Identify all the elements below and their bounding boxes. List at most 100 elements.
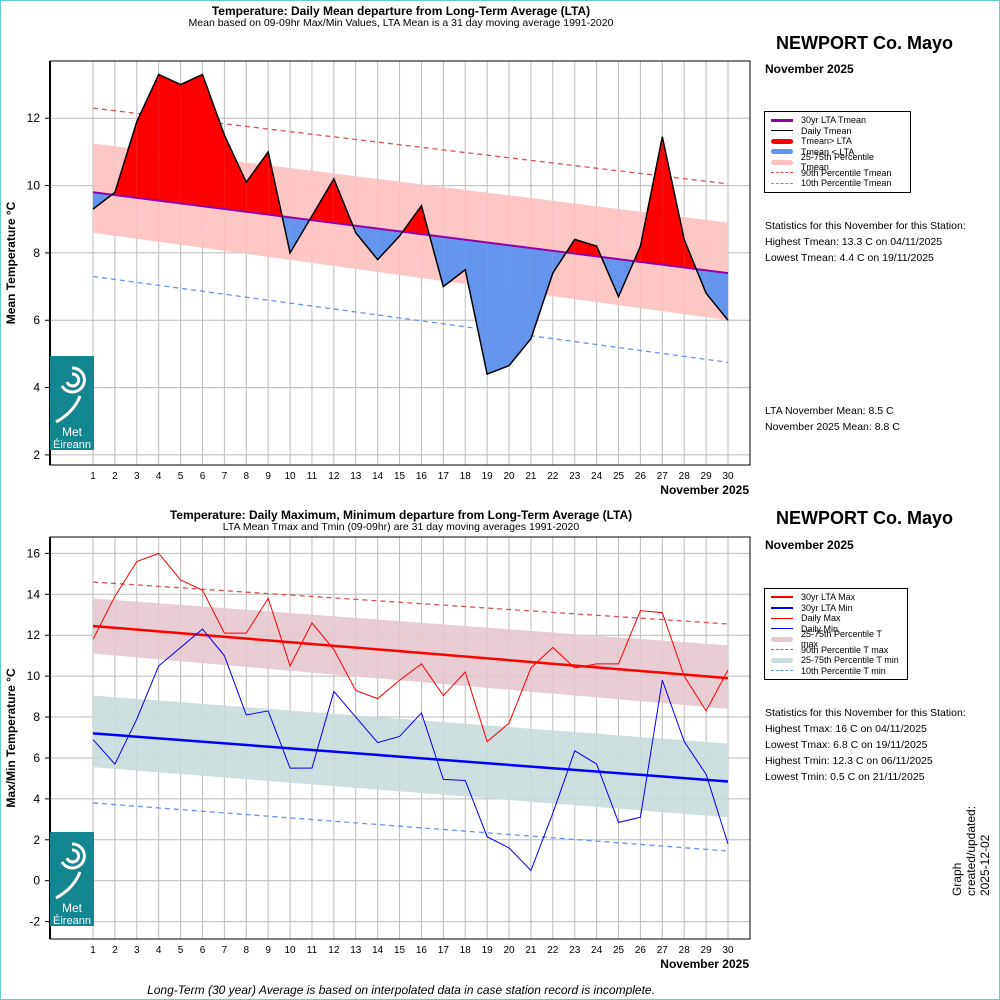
legend-item: Daily Tmean (771, 126, 904, 137)
below-lta-fill (377, 228, 400, 260)
below-lta-fill (443, 236, 466, 287)
bottom-month: November 2025 (765, 538, 854, 552)
met-eireann-logo: Met Éireann (50, 356, 94, 450)
stats-line: Highest Tmin: 12.3 C on 06/11/2025 (765, 755, 933, 767)
legend-label: Tmean> LTA (801, 136, 852, 146)
footer-note: Long-Term (30 year) Average is based on … (147, 983, 655, 997)
daily-min-line (92, 628, 729, 872)
legend-label: Daily Min (801, 623, 839, 634)
svg-text:Éireann: Éireann (53, 914, 91, 926)
legend-label: 30yr LTA Tmean (801, 115, 867, 125)
x-tick-label: 1 (90, 471, 96, 482)
updated-date: Graph created/updated: 2025-12-02 (950, 805, 992, 897)
x-tick-label: 17 (438, 945, 450, 956)
x-tick-label: 20 (503, 945, 515, 956)
x-tick-label: 12 (328, 471, 340, 482)
x-tick-label: 26 (635, 945, 647, 956)
x-tick-label: 14 (372, 471, 384, 482)
y-tick-label: 4 (33, 792, 40, 806)
below-lta-fill (509, 245, 531, 366)
x-tick-label: 4 (156, 945, 162, 956)
legend-label: 90th Percentile Tmean (801, 167, 892, 178)
above-lta-fill (246, 151, 269, 215)
x-tick-label: 12 (328, 945, 340, 956)
y-tick-label: 12 (27, 628, 41, 642)
x-tick-label: 29 (701, 471, 713, 482)
legend-swatch (771, 138, 793, 144)
y-tick-label: 2 (33, 448, 40, 462)
legend-item: 30yr LTA Min (771, 603, 901, 614)
x-tick-label: 19 (482, 945, 494, 956)
legend-label: Tmean < LTA (801, 146, 855, 157)
y-tick-label: 10 (27, 669, 41, 683)
x-tick-label: 2 (112, 945, 118, 956)
bottom-chart-title: Temperature: Daily Maximum, Minimum depa… (169, 508, 633, 522)
x-tick-label: 6 (200, 945, 206, 956)
x-tick-label: 9 (265, 471, 271, 482)
legend-label: 10th Percentile T min (801, 665, 886, 676)
legend-swatch (771, 182, 793, 184)
top-chart-title: Temperature: Daily Mean departure from L… (211, 4, 591, 18)
x-tick-label: 25 (613, 945, 625, 956)
legend-swatch (771, 628, 793, 630)
x-tick-label: 3 (134, 945, 140, 956)
x-tick-label: 29 (701, 945, 713, 956)
x-tick-label: 11 (307, 945, 318, 956)
mean-line: November 2025 Mean: 8.8 C (765, 421, 900, 433)
x-tick-label: 27 (657, 945, 669, 956)
legend-item: Tmean < LTA (771, 147, 904, 158)
x-tick-label: 5 (178, 471, 184, 482)
above-lta-fill (158, 74, 181, 204)
x-tick-label: 19 (482, 471, 494, 482)
x-tick-label: 2 (112, 471, 118, 482)
p10-line (92, 275, 729, 363)
tmax-p90-line (92, 581, 729, 625)
x-tick-label: 13 (350, 945, 362, 956)
plot-area (45, 60, 751, 466)
below-lta-fill (355, 225, 378, 260)
x-tick-label: 21 (525, 471, 537, 482)
x-tick-label: 6 (200, 471, 206, 482)
x-tick-label: 16 (416, 945, 428, 956)
y-tick-label: 10 (27, 179, 41, 193)
bottom-legend: 30yr LTA Max 30yr LTA Min Daily Max Daily M… (764, 588, 908, 680)
legend-label: 90th Percentile T max (801, 644, 889, 655)
x-tick-label: 24 (591, 471, 603, 482)
legend-swatch (771, 172, 793, 174)
mean-line: LTA November Mean: 8.5 C (765, 405, 894, 417)
below-lta-fill (487, 242, 510, 375)
x-tick-label: 26 (635, 471, 647, 482)
legend-swatch (771, 149, 793, 155)
legend-item: 30yr LTA Max (771, 592, 901, 603)
y-axis-label: Max/Min Temperature °C (4, 668, 18, 808)
x-tick-label: 27 (657, 471, 669, 482)
above-lta-fill (180, 74, 203, 207)
y-axis-label: Mean Temperature °C (4, 201, 18, 324)
legend-swatch (771, 649, 793, 651)
x-axis-label: November 2025 (660, 957, 749, 971)
legend-item: 10th Percentile Tmean (771, 178, 904, 189)
plot-area (45, 536, 751, 940)
legend-item: 10th Percentile T min (771, 666, 901, 677)
tmin-p10-line (92, 802, 729, 852)
x-tick-label: 18 (460, 945, 472, 956)
x-tick-label: 16 (416, 471, 428, 482)
tmax-percentile-band (93, 598, 728, 709)
top-month: November 2025 (765, 62, 854, 76)
legend-label: Daily Max (801, 613, 841, 623)
below-lta-fill (706, 270, 728, 321)
x-tick-label: 28 (679, 945, 691, 956)
legend-item: Daily Min (771, 624, 901, 635)
x-tick-label: 14 (372, 945, 384, 956)
x-tick-label: 22 (547, 471, 559, 482)
top-means: LTA November Mean: 8.5 C November 2025 Me… (765, 403, 900, 435)
y-tick-label: 12 (27, 111, 41, 125)
legend-label: 25-75th Percentile Tmean (800, 151, 874, 173)
x-tick-label: 22 (547, 945, 559, 956)
x-tick-label: 11 (307, 471, 318, 482)
x-tick-label: 13 (350, 471, 362, 482)
svg-text:Met: Met (62, 901, 83, 915)
y-tick-label: 4 (33, 381, 40, 395)
